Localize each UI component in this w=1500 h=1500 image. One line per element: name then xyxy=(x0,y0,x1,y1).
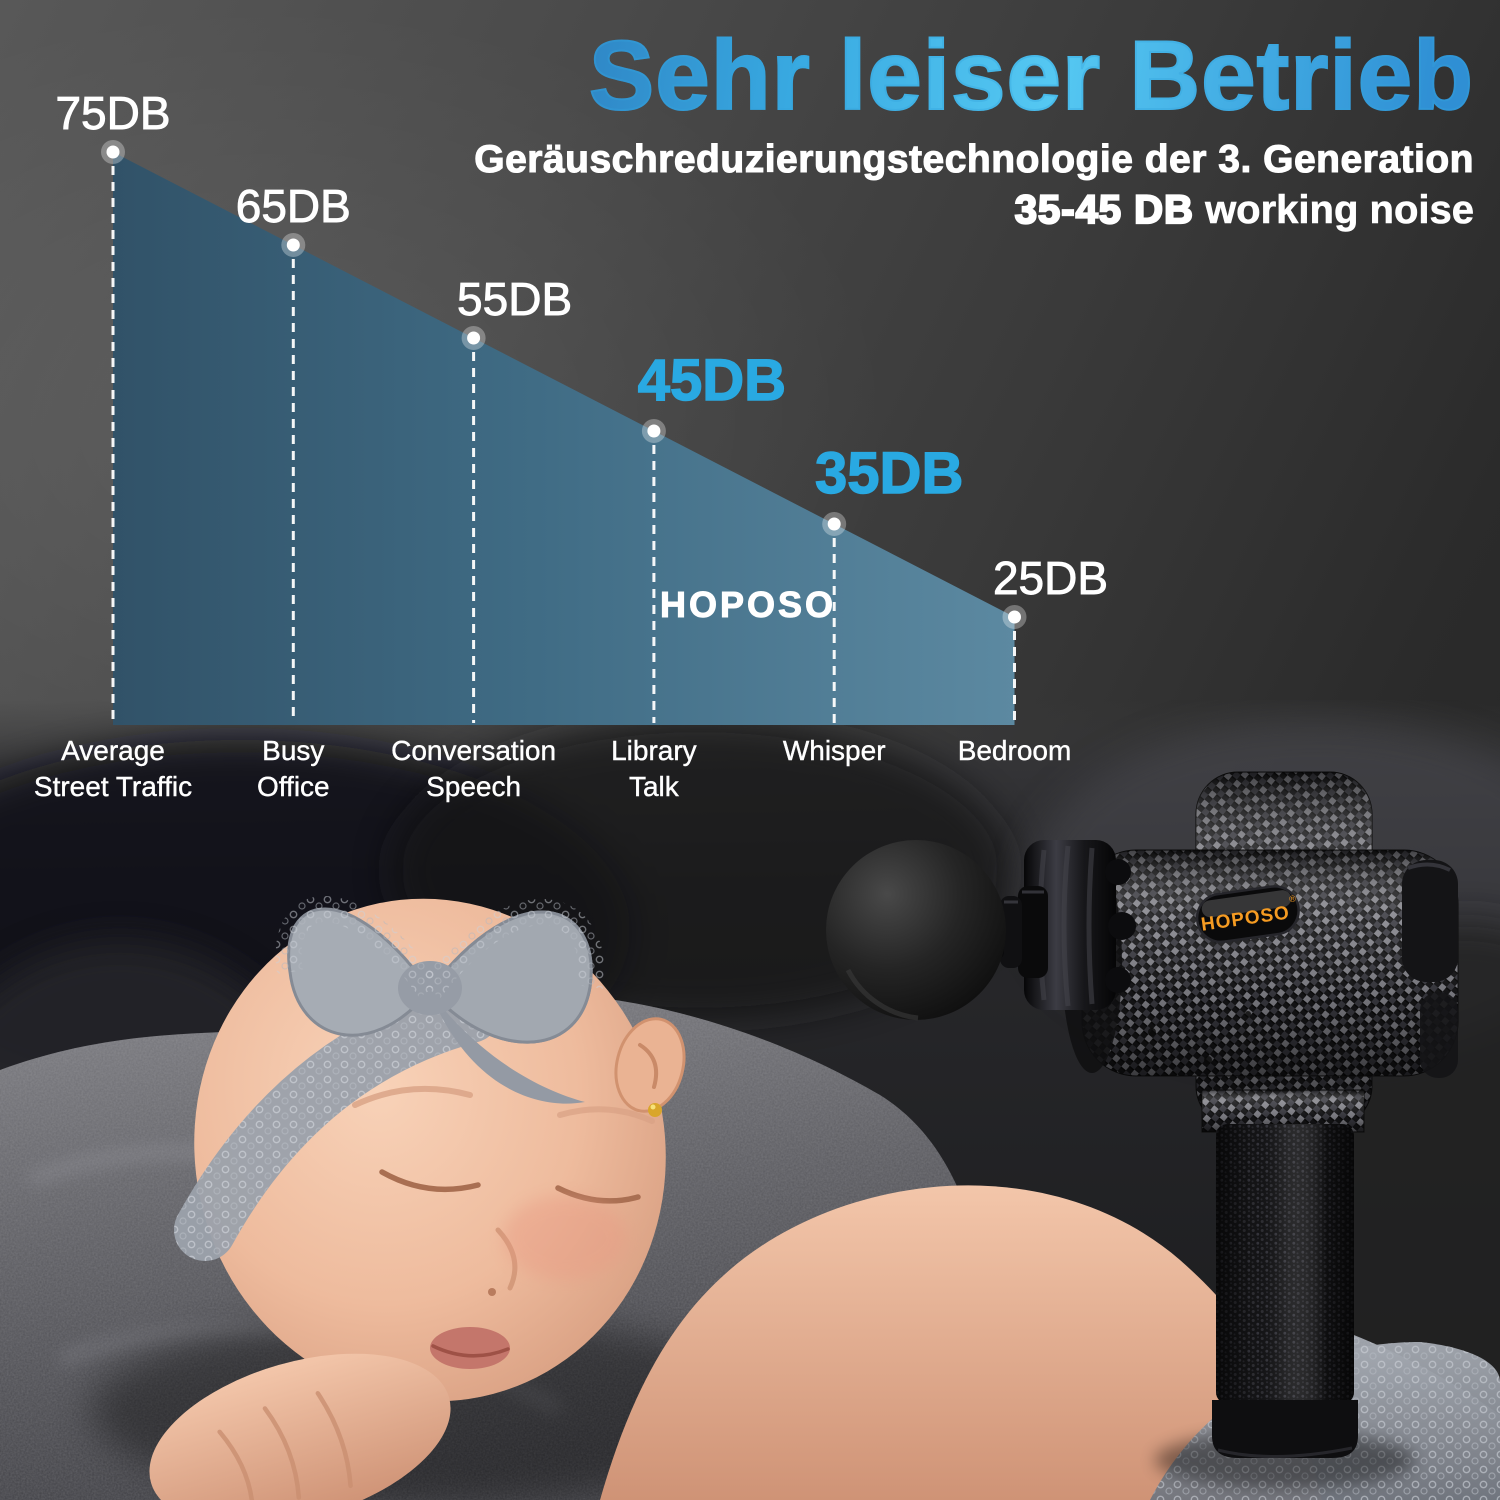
chart-point-dot xyxy=(106,145,120,159)
gun-barrel-shading xyxy=(1082,850,1458,1076)
decibel-chart: HOPOSO 75DB 65DB 55DB 45DB 35DB 25DB Average S… xyxy=(33,87,1109,806)
chart-point-label: 45DB xyxy=(637,347,787,413)
chart-point-dot xyxy=(467,331,481,345)
chart-category-label-line: Speech xyxy=(426,771,522,803)
chart-category-label-line: Talk xyxy=(628,771,679,803)
gun-handle xyxy=(1201,1089,1365,1458)
chart-point-label: 55DB xyxy=(457,273,573,326)
chart-watermark-brand: HOPOSO xyxy=(659,584,837,626)
chart-point-dot xyxy=(286,238,300,252)
header: Sehr leiser Betrieb Geräuschreduzierungs… xyxy=(474,24,1475,233)
chart-category-label: Conversation Speech xyxy=(391,733,556,806)
baby-eye-left xyxy=(379,1169,481,1193)
baby-lip-line xyxy=(431,1344,510,1358)
chart-point-label: 35DB xyxy=(814,440,964,506)
baby-lips xyxy=(430,1327,510,1369)
chart-point-label: 65DB xyxy=(235,180,351,233)
gun-rear-cap xyxy=(1402,860,1458,982)
chart-category-label-line: Whisper xyxy=(782,735,886,766)
noise-range-value: 35-45 DB xyxy=(1014,187,1194,233)
baby-ear-inner xyxy=(638,1043,659,1089)
baby-face xyxy=(352,1017,686,1369)
noise-range-suffix: working noise xyxy=(1193,187,1475,233)
chart-category-label: Whisper xyxy=(783,733,886,769)
chart-category-label: Busy Office xyxy=(257,733,330,806)
gun-ball-attachment xyxy=(826,840,1006,1021)
chart-point-dot xyxy=(827,517,841,531)
chart-canvas xyxy=(101,140,1027,725)
baby-cheek-blush xyxy=(503,1196,627,1280)
chart-category-label-line: Conversation xyxy=(391,735,557,766)
baby-nostril xyxy=(488,1288,496,1296)
chart-point-dot xyxy=(1008,610,1021,624)
gun-screw xyxy=(1148,1028,1156,1036)
chart-category-label-line: Library xyxy=(611,735,697,766)
baby-ear xyxy=(614,1017,686,1113)
gun-grip-bottom-cap xyxy=(1212,1400,1358,1458)
gun-screw xyxy=(1204,1056,1212,1064)
baby-hand xyxy=(149,1353,451,1500)
baby-eyebrow-left xyxy=(352,1085,473,1108)
gun-lower-arm-edge xyxy=(1420,992,1458,1078)
subtitle-line-1: Geräuschreduzierungstechnologie der 3. G… xyxy=(474,137,1474,181)
chart-category-label-line: Street Traffic xyxy=(33,771,193,803)
subtitle-line-2: 35-45 DB working noise xyxy=(474,187,1475,233)
chart-category-label-line: Bedroom xyxy=(957,735,1072,766)
baby-body xyxy=(600,1185,1322,1500)
brand-badge: HOPOSO ® xyxy=(1195,885,1300,944)
chart-category-label: Bedroom xyxy=(957,733,1072,769)
chart-point-dot xyxy=(647,424,661,438)
chart-category-label-line: Busy xyxy=(262,735,325,766)
chart-category-label: Average Street Traffic xyxy=(33,733,193,806)
gun-bottom-cap-highlight xyxy=(1217,1446,1353,1458)
chart-category-label-line: Average xyxy=(61,735,165,766)
chart-point-label: 75DB xyxy=(55,87,171,140)
chart-point-label: 25DB xyxy=(992,552,1109,605)
gold-earring-sparkle xyxy=(650,1104,656,1110)
page-title: Sehr leiser Betrieb xyxy=(474,24,1474,126)
headband-bow xyxy=(275,896,605,1104)
brand-badge-registered-mark: ® xyxy=(1289,893,1297,904)
baby-eyebrow-right xyxy=(557,1106,655,1124)
product-photo-scene: HOPOSO ® xyxy=(0,700,1500,1500)
lace-headband xyxy=(174,981,501,1261)
chart-area-fill xyxy=(113,152,1015,725)
chart-category-label: Library Talk xyxy=(611,733,697,806)
baby-eye-right xyxy=(555,1185,641,1204)
gun-rear-cap-highlight xyxy=(1407,862,1451,872)
gun-screw xyxy=(1245,1011,1251,1017)
massage-gun: HOPOSO ® xyxy=(826,771,1459,1488)
gun-grip-shading xyxy=(1216,1124,1354,1404)
gold-earring xyxy=(648,1103,662,1117)
chart-category-label-line: Office xyxy=(256,771,330,803)
